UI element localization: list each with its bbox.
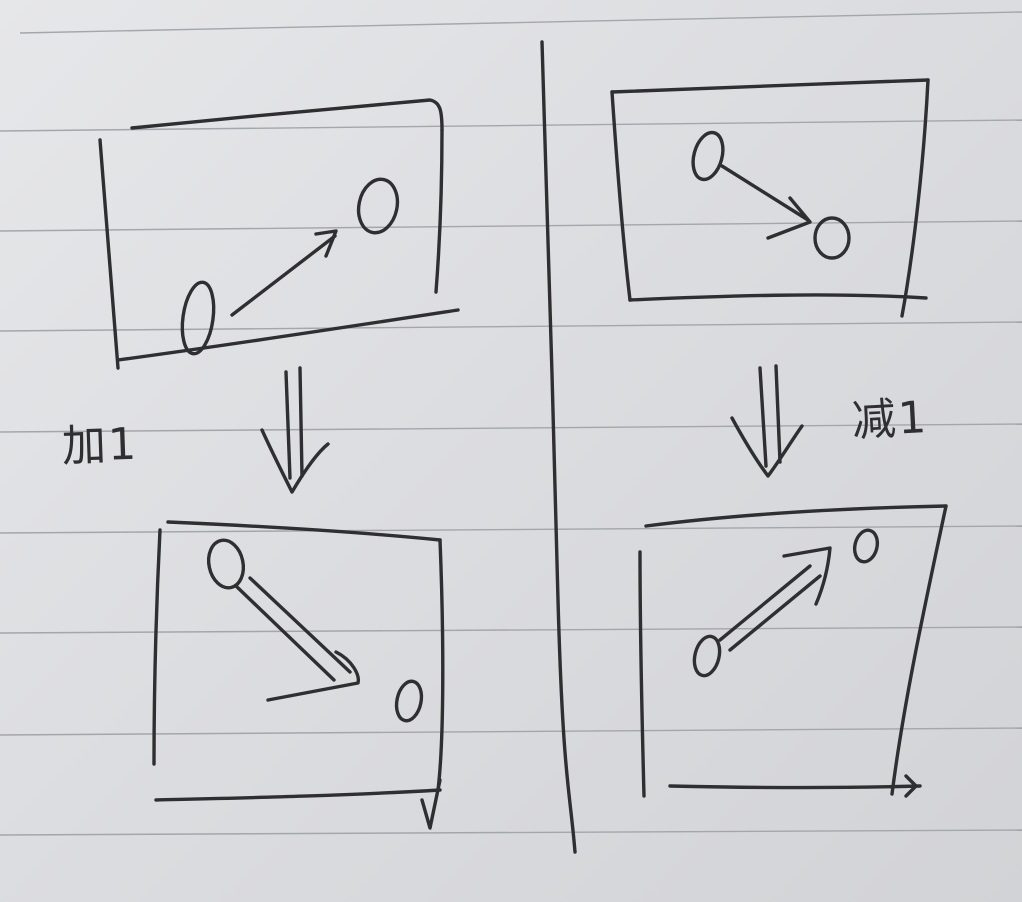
arrow-head-icon — [766, 196, 812, 240]
top-right-motion — [691, 130, 851, 260]
top-right-frame — [610, 78, 930, 318]
start-circle-icon — [692, 634, 722, 678]
arrow-shaft — [230, 234, 337, 317]
decrement-label: 减1 — [850, 392, 930, 447]
left-double-down-arrow-icon — [260, 366, 330, 494]
start-circle-icon — [691, 130, 725, 182]
target-circle-icon — [813, 216, 851, 260]
arrow-shaft — [720, 164, 810, 222]
right-double-down-arrow-icon — [730, 364, 804, 478]
top-left-motion — [180, 177, 400, 356]
target-circle-icon — [394, 679, 424, 723]
target-circle-icon — [356, 177, 400, 235]
start-circle-icon — [180, 280, 216, 356]
arrow-head-icon — [782, 546, 832, 606]
start-circle-icon — [206, 538, 246, 590]
arrow-shaft-a — [718, 564, 812, 642]
bottom-left-motion — [206, 538, 424, 723]
bottom-left-frame — [152, 520, 445, 830]
target-circle-icon — [852, 528, 880, 564]
center-divider — [540, 40, 577, 854]
arrow-shaft-b — [728, 574, 822, 652]
bottom-right-motion — [692, 528, 880, 678]
ruled-lines — [0, 11, 1022, 836]
arrow-shaft-b — [248, 576, 352, 674]
top-left-frame — [98, 98, 460, 370]
bottom-right-frame — [638, 504, 948, 798]
arrow-head-icon — [314, 229, 338, 258]
arrow-shaft-a — [234, 584, 336, 682]
arrow-head-icon — [266, 650, 360, 702]
increment-label: 加1 — [61, 418, 139, 473]
